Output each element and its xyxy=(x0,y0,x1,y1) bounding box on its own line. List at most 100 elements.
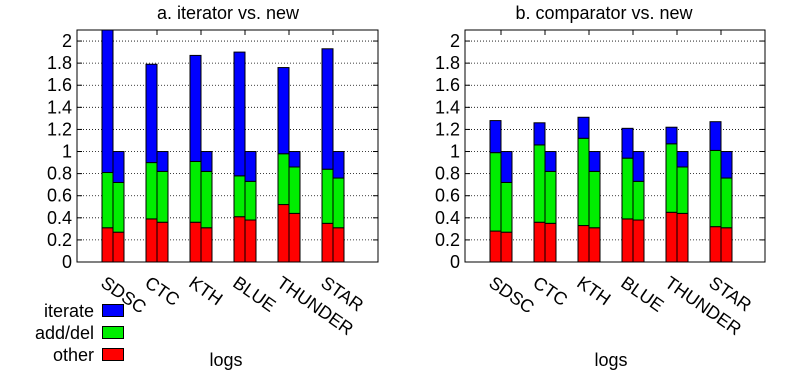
bar-segment-add-del xyxy=(189,160,202,223)
chart-title: a. iterator vs. new xyxy=(157,3,300,23)
bar-segment-iterate xyxy=(500,151,513,183)
bar-segment-iterate xyxy=(588,151,601,172)
bar-segment-add-del xyxy=(277,153,290,206)
bar-segment-other xyxy=(321,222,334,263)
y-tick-label: 1 xyxy=(62,142,72,162)
bar-segment-add-del xyxy=(665,143,678,213)
y-tick-label: 2 xyxy=(62,31,72,51)
x-axis-label: logs xyxy=(209,350,242,370)
y-tick-label: 0.6 xyxy=(47,186,72,206)
bar-segment-add-del xyxy=(112,181,125,233)
bar-segment-add-del xyxy=(321,168,334,224)
y-tick-label: 0.4 xyxy=(435,208,460,228)
bar-segment-add-del xyxy=(489,152,502,232)
bar-segment-add-del xyxy=(156,170,169,223)
x-tick-label: KTH xyxy=(573,272,614,309)
bar-segment-iterate xyxy=(156,151,169,172)
bar-segment-other xyxy=(233,216,246,263)
bar-segment-other xyxy=(632,219,645,263)
plot-area xyxy=(76,29,379,263)
bar-segment-other xyxy=(544,222,557,263)
y-tick-label: 0.6 xyxy=(435,186,460,206)
x-tick-label: CTC xyxy=(141,272,183,310)
bar-segment-add-del xyxy=(632,180,645,221)
bar-segment-add-del xyxy=(200,170,213,229)
bar-segment-iterate xyxy=(189,54,202,162)
x-tick-label: BLUE xyxy=(617,272,667,315)
bar-segment-other xyxy=(145,218,158,263)
bar-segment-iterate xyxy=(101,29,114,174)
bar-segment-other xyxy=(244,219,257,263)
legend-label: iterate xyxy=(43,301,94,321)
bar-segment-other xyxy=(277,204,290,263)
x-tick-label: KTH xyxy=(185,272,226,309)
bar-segment-add-del xyxy=(720,177,733,229)
bar-segment-other xyxy=(489,230,502,263)
bar-segment-other xyxy=(676,212,689,263)
bar-segment-other xyxy=(533,221,546,263)
bar-segment-add-del xyxy=(101,172,114,229)
bar-segment-other xyxy=(709,226,722,263)
legend-swatch xyxy=(102,326,124,339)
chart-comparator-vs-new: b. comparator vs. new logs 00.20.40.60.8… xyxy=(435,3,766,370)
bar-segment-iterate xyxy=(145,63,158,164)
bar-segment-iterate xyxy=(332,151,345,179)
bar-segment-other xyxy=(332,227,345,263)
bar-segment-add-del xyxy=(588,170,601,229)
y-tick-label: 1.4 xyxy=(435,97,460,117)
bar-segment-iterate xyxy=(200,151,213,172)
bar-segment-other xyxy=(156,221,169,263)
y-tick-label: 0 xyxy=(450,252,460,272)
y-tick-label: 0.8 xyxy=(47,164,72,184)
bar-segment-iterate xyxy=(676,151,689,168)
bar-segment-other xyxy=(665,211,678,263)
bar-segment-iterate xyxy=(665,126,678,145)
bar-segment-add-del xyxy=(145,162,158,220)
x-tick-label: SDSC xyxy=(485,272,537,317)
bar-segment-iterate xyxy=(709,121,722,151)
bar-segment-iterate xyxy=(577,116,590,139)
legend-label: add/del xyxy=(34,323,94,343)
legend-item-add-del: add/del xyxy=(4,322,124,344)
y-tick-label: 0.4 xyxy=(47,208,72,228)
y-tick-label: 1.4 xyxy=(47,97,72,117)
bar-segment-add-del xyxy=(332,177,345,229)
bar-segment-iterate xyxy=(632,151,645,182)
y-tick-label: 0.8 xyxy=(435,164,460,184)
y-tick-label: 1.8 xyxy=(47,53,72,73)
chart-title: b. comparator vs. new xyxy=(515,3,693,23)
bar-segment-other xyxy=(500,231,513,263)
bar-segment-iterate xyxy=(288,151,301,168)
bar-segment-other xyxy=(112,231,125,263)
bar-segment-add-del xyxy=(577,137,590,227)
y-tick-label: 1.6 xyxy=(47,75,72,95)
bar-segment-iterate xyxy=(277,67,290,155)
bar-segment-iterate xyxy=(621,127,634,159)
y-tick-label: 1.8 xyxy=(435,53,460,73)
plot-area xyxy=(464,29,766,263)
y-tick-label: 0.2 xyxy=(435,230,460,250)
bar-segment-add-del xyxy=(500,181,513,233)
bar-segment-iterate xyxy=(720,151,733,179)
bar-segment-iterate xyxy=(321,48,334,170)
bar-segment-add-del xyxy=(676,166,689,214)
bar-segment-other xyxy=(588,227,601,263)
bar-segment-other xyxy=(720,227,733,263)
bar-segment-iterate xyxy=(533,122,546,146)
bar-segment-other xyxy=(288,212,301,263)
legend-label: other xyxy=(52,345,94,365)
y-tick-label: 2 xyxy=(450,31,460,51)
bar-segment-iterate xyxy=(112,151,125,183)
bar-segment-other xyxy=(200,227,213,263)
bar-segment-other xyxy=(189,221,202,263)
legend-swatch xyxy=(102,348,124,361)
bar-segment-add-del xyxy=(533,144,546,223)
legend-item-other: other xyxy=(4,344,124,366)
bar-segment-iterate xyxy=(233,51,246,177)
x-tick-label: CTC xyxy=(529,272,571,310)
bar-segment-iterate xyxy=(489,120,502,154)
bar-segment-iterate xyxy=(544,151,557,172)
bar-segment-other xyxy=(621,218,634,263)
bar-segment-add-del xyxy=(544,170,557,224)
